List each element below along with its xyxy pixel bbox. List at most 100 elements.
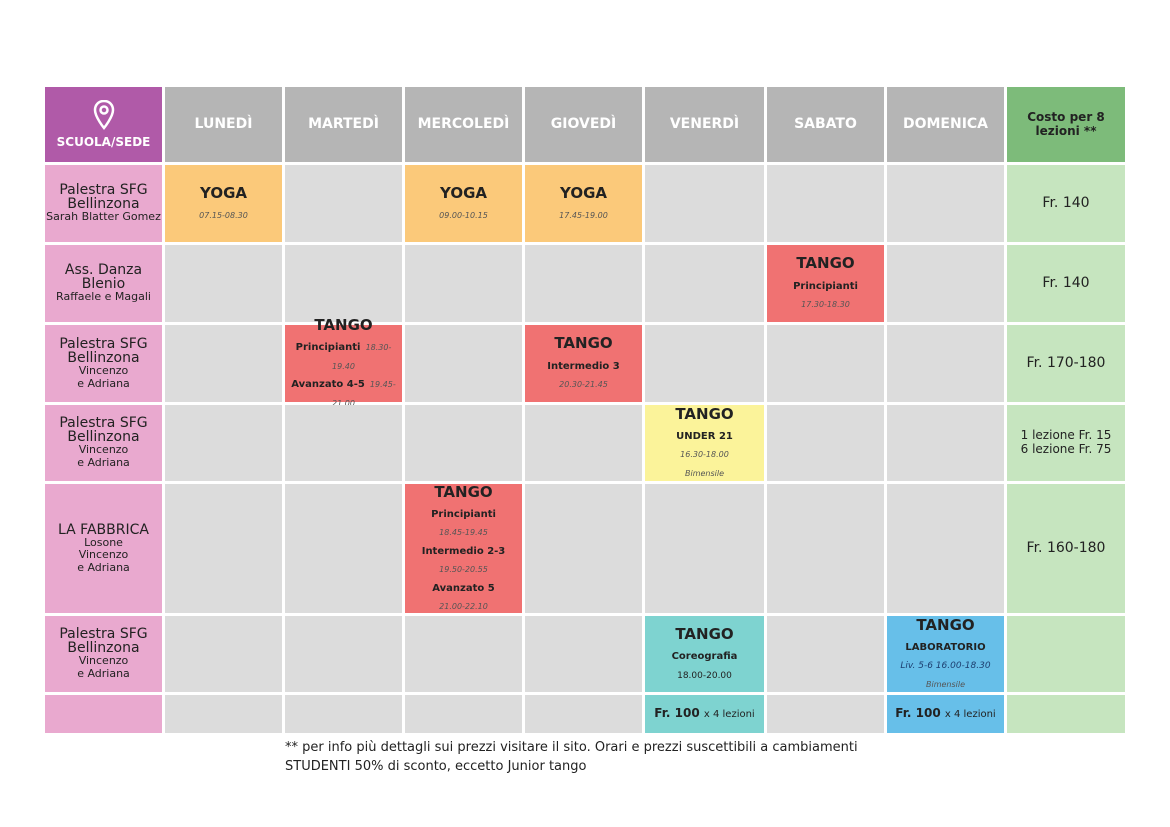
school-cell: Palestra SFG Bellinzona Sarah Blatter Gom… [45,165,162,242]
header-cell: GIOVEDÌ [525,87,642,162]
class-level: Principianti [793,280,858,292]
class-title: YOGA [200,183,247,202]
class-note: Bimensile [925,679,966,689]
header-label: MERCOLEDÌ [417,116,510,133]
class-title: YOGA [560,183,607,202]
class-line: Avanzato 5 [432,577,494,595]
class-cell: TANGO Coreografia 18.00-20.00 [645,616,764,692]
empty-cell [285,695,402,733]
header-label: SCUOLA/SEDE [56,134,151,149]
school-name: Palestra SFG Bellinzona [59,415,148,446]
empty-cell [525,484,642,613]
class-cell: TANGO Intermedio 3 20.30-21.45 [525,325,642,402]
class-time: 18.45-19.45 [439,528,488,538]
class-time: 09.00-10.15 [439,210,488,220]
class-title: TANGO [675,404,734,423]
school-sub: Vincenzo [78,654,129,668]
school-sub: e Adriana [77,376,130,390]
class-time: 17.30-18.30 [801,300,850,310]
empty-cell [887,245,1004,322]
class-time: 16.30-18.00 [680,450,729,460]
class-cell: TANGO UNDER 21 16.30-18.00 Bimensile [645,405,764,481]
cost: Fr. 140 [1042,195,1090,212]
class-line: 19.50-20.55 [439,558,488,576]
header-cell: SCUOLA/SEDE [45,87,162,162]
cost: Fr. 160-180 [1026,540,1106,557]
header-cell: Costo per 8 lezioni ** [1007,87,1125,162]
header-cell: MARTEDÌ [285,87,402,162]
class-level: Avanzato 5 [432,582,495,594]
school-name: Palestra SFG Bellinzona [59,335,148,366]
class-cell: TANGO LABORATORIO Liv. 5-6 16.00-18.30 Bime… [887,616,1004,692]
class-time: 18.30-19.40 [332,343,392,371]
empty-cell [645,325,764,402]
header-cell: VENERDÌ [645,87,764,162]
cost-cell [1007,695,1125,733]
school-cell: Palestra SFG Bellinzona Vincenzo e Adriana [45,616,162,692]
class-line: Bimensile [926,673,965,691]
class-line: 16.30-18.00 [680,443,729,461]
class-line: Bimensile [685,462,724,480]
class-line: Intermedio 2-3 [422,540,506,558]
class-time: 19.50-20.55 [439,565,488,575]
price-line: Fr. 100 x 4 lezioni [654,706,754,721]
class-title: YOGA [440,183,487,202]
header-cell: LUNEDÌ [165,87,282,162]
class-time: 18.00-20.00 [677,670,732,681]
empty-cell [285,616,402,692]
class-line: 17.30-18.30 [801,293,850,311]
school-sub: e Adriana [77,560,130,574]
empty-cell [525,695,642,733]
empty-cell [405,616,522,692]
school-name: Ass. Danza Blenio [64,262,143,293]
empty-cell [405,325,522,402]
class-line: Coreografia [672,645,738,663]
empty-cell [525,616,642,692]
cost-cell: 1 lezione Fr. 15 6 lezione Fr. 75 [1007,405,1125,481]
class-line: 18.45-19.45 [439,521,488,539]
school-sub: Vincenzo [78,363,129,377]
school-sub: e Adriana [77,456,130,469]
class-line: 17.45-19.00 [559,204,608,222]
class-line: 20.30-21.45 [559,373,608,391]
header-label: SABATO [794,116,857,133]
empty-cell [767,484,884,613]
class-time: 07.15-08.30 [199,210,248,220]
class-cell: TANGO Principianti 18.45-19.45 Intermedio 2… [405,482,522,613]
class-cell: YOGA 07.15-08.30 [165,165,282,242]
header-cell: MERCOLEDÌ [405,87,522,162]
class-time: Liv. 5-6 16.00-18.30 [900,661,991,672]
footnote: STUDENTI 50% di sconto, eccetto Junior t… [285,759,587,774]
class-level: LABORATORIO [905,642,986,654]
header-label: MARTEDÌ [308,116,379,133]
price: Fr. 100 [895,706,941,721]
class-line: UNDER 21 [676,425,733,443]
class-cell: Fr. 100 x 4 lezioni [887,695,1004,733]
cost-cell: Fr. 140 [1007,245,1125,322]
footnote: ** per info più dettagli sui prezzi visi… [285,740,858,755]
empty-cell [645,245,764,322]
school-cell: LA FABBRICA Losone Vincenzo e Adriana [45,484,162,613]
empty-cell [285,484,402,613]
class-line: 09.00-10.15 [439,204,488,222]
header-cell: SABATO [767,87,884,162]
class-title: TANGO [434,482,493,501]
empty-cell [767,616,884,692]
class-line: Liv. 5-6 16.00-18.30 [900,654,990,672]
class-level: Intermedio 3 [547,360,620,372]
cost: 6 lezione Fr. 75 [1020,442,1112,456]
cost-cell: Fr. 140 [1007,165,1125,242]
class-level: Coreografia [671,651,738,663]
cost-cell: Fr. 170-180 [1007,325,1125,402]
cost-cell [1007,616,1125,692]
class-cell: YOGA 09.00-10.15 [405,165,522,242]
empty-cell [165,484,282,613]
header-label: DOMENICA [902,116,989,133]
class-time: 19.45-21.00 [332,380,396,408]
empty-cell [165,616,282,692]
class-cell: Fr. 100 x 4 lezioni [645,695,764,733]
class-time: 21.00-22.10 [439,601,488,611]
class-note: Bimensile [684,468,725,478]
school-sub: e Adriana [77,667,130,680]
